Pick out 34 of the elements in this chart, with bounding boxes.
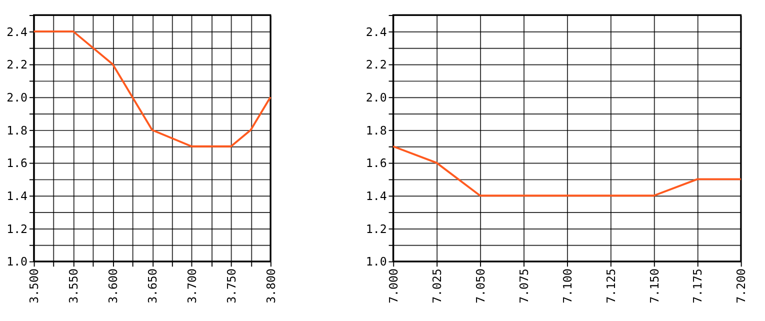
- y-tick-label: 2.2: [366, 58, 387, 72]
- x-tick-label: 3.550: [66, 268, 81, 304]
- x-tick-label: 3.500: [27, 268, 42, 304]
- x-tick-label: 3.650: [145, 268, 160, 304]
- x-tick-label: 7.050: [473, 268, 488, 304]
- x-tick-label: 3.750: [224, 268, 238, 304]
- x-tick-label: 3.700: [184, 268, 199, 304]
- y-tick-label: 1.0: [366, 254, 387, 269]
- y-tick-label: 1.2: [6, 222, 28, 236]
- x-tick-label: 3.600: [106, 268, 120, 304]
- y-tick-label: 2.4: [6, 24, 28, 39]
- y-tick-label: 1.8: [6, 123, 28, 138]
- x-tick-label: 7.100: [560, 268, 574, 304]
- x-tick-label: 7.000: [386, 268, 400, 304]
- x-tick-label: 7.075: [516, 268, 531, 304]
- x-tick-label: 7.125: [604, 268, 618, 304]
- line-series: [392, 145, 742, 197]
- y-tick-label: 1.8: [366, 123, 387, 138]
- y-tick-label: 2.4: [366, 24, 387, 39]
- y-tick-label: 1.0: [6, 254, 28, 269]
- y-tick-label: 2.0: [6, 90, 28, 104]
- y-tick-label: 1.4: [6, 188, 28, 203]
- y-tick-label: 1.2: [366, 222, 387, 236]
- x-tick-label: 7.175: [690, 268, 705, 304]
- y-tick-label: 1.4: [366, 188, 387, 203]
- x-tick-label: 3.800: [264, 268, 278, 304]
- x-tick-label: 7.200: [734, 268, 748, 304]
- y-tick-label: 2.2: [6, 58, 28, 72]
- x-tick-label: 7.150: [647, 268, 662, 304]
- line-series: [32, 30, 272, 148]
- y-tick-label: 1.6: [6, 156, 28, 170]
- y-tick-label: 1.6: [366, 156, 387, 170]
- y-tick-label: 2.0: [366, 90, 387, 104]
- x-tick-label: 7.025: [430, 268, 444, 304]
